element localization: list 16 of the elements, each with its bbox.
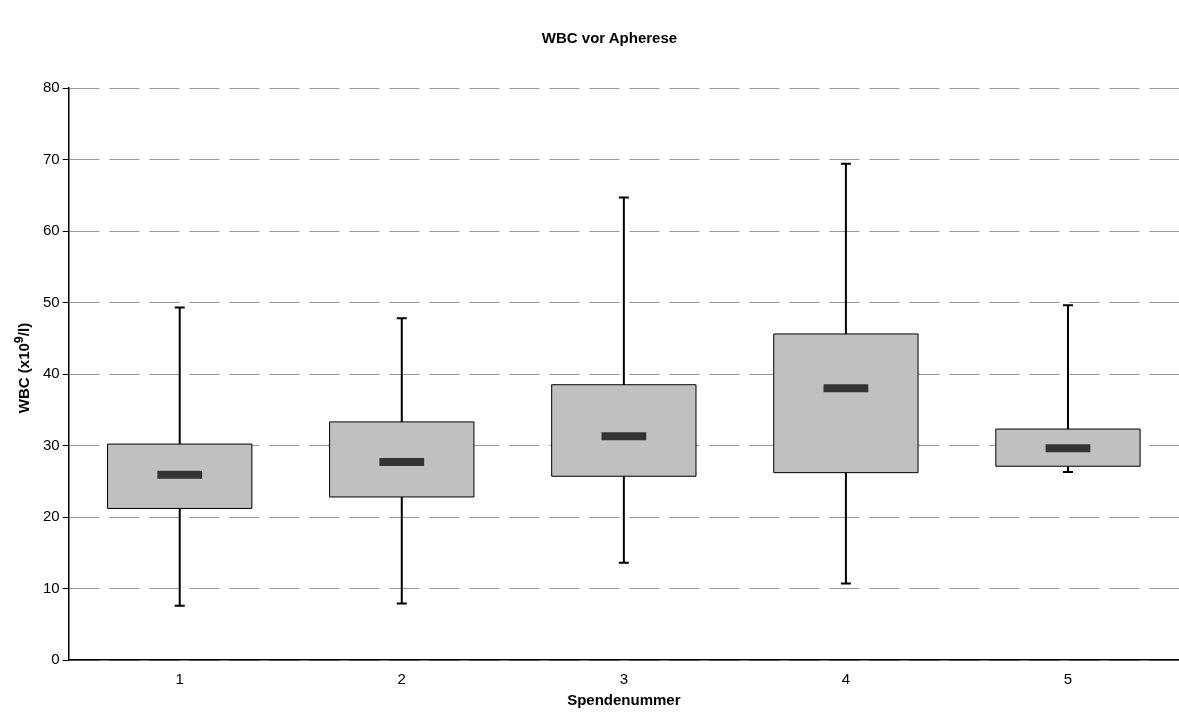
y-tick-label: 70	[43, 149, 60, 167]
x-tick-label: 1	[175, 670, 184, 688]
y-tick-label: 40	[43, 364, 60, 382]
chart-title: WBC vor Apherese	[541, 29, 678, 47]
x-axis-title: Spendenummer	[567, 691, 681, 709]
y-tick-label: 20	[43, 507, 60, 525]
y-tick-label: 80	[43, 78, 60, 96]
y-tick-label: 50	[43, 292, 60, 310]
x-tick-label: 3	[619, 670, 629, 688]
x-tick-label: 4	[841, 670, 851, 688]
x-tick-label: 2	[397, 670, 406, 688]
y-tick-label: 60	[43, 221, 60, 239]
x-tick-label: 5	[1063, 670, 1073, 688]
y-tick-label: 0	[51, 650, 60, 668]
y-tick-label: 30	[43, 435, 60, 453]
y-tick-label: 10	[43, 578, 60, 596]
